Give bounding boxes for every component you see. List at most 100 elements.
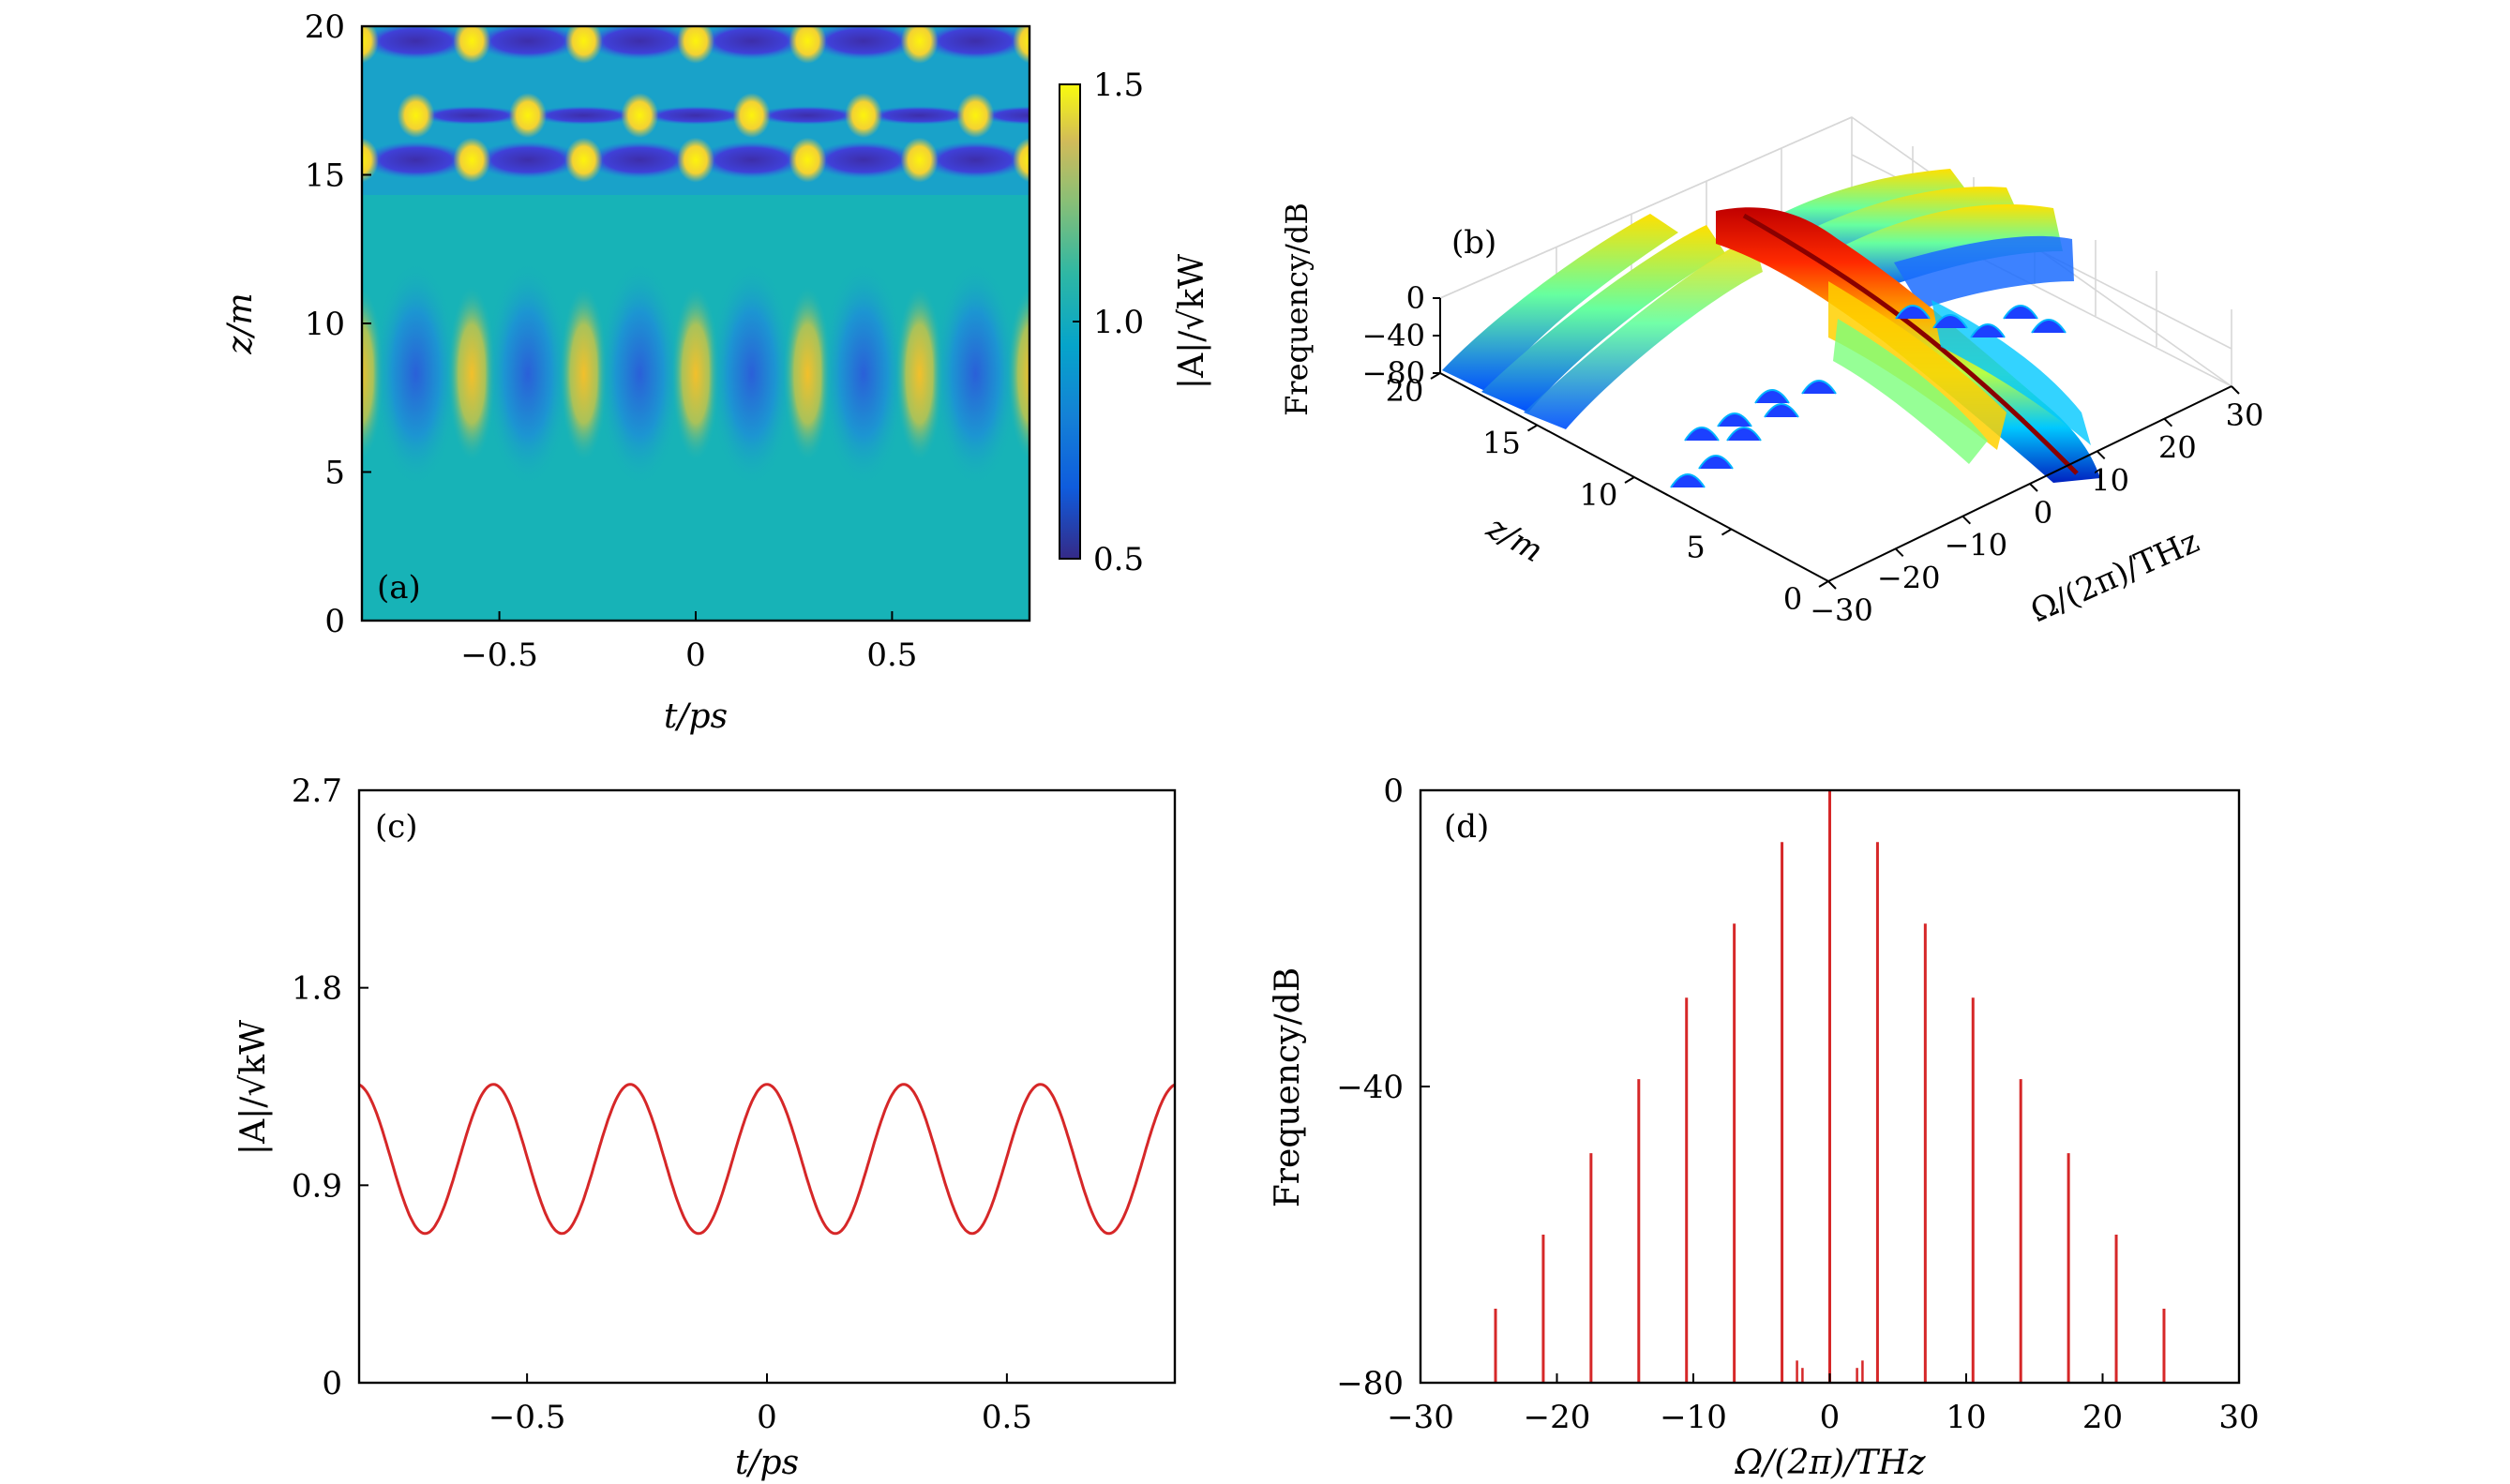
series-line-c — [359, 1083, 1175, 1236]
xlabel-d: Ω/(2π)/THz — [1734, 1444, 1926, 1482]
colorbar-tick-label: 0.5 — [1093, 541, 1144, 578]
z-tick-label-b: 10 — [1580, 477, 1618, 513]
ticks-d: −30 −20 −10 0 10 20 30 −80 −40 0 — [1336, 772, 2259, 1436]
heatmap-bright-breather — [564, 137, 603, 183]
omega-tick-label-b: −10 — [1945, 528, 2008, 563]
heatmap-dark-breather — [473, 141, 582, 179]
ridge-left-2 — [1481, 225, 1725, 412]
heatmap-bright-breather — [732, 93, 771, 139]
surface-spike — [1717, 412, 1752, 427]
omega-tick-mark-b — [2096, 450, 2106, 460]
heatmap-trough — [372, 261, 459, 487]
db-tick-label-b: 0 — [1406, 280, 1425, 316]
heatmap-dark-breather — [529, 106, 639, 126]
heatmap-trough — [820, 261, 908, 487]
heatmap-dark-breather — [809, 26, 919, 60]
heatmap-dark-breather — [641, 106, 750, 126]
heatmap-trough — [1045, 262, 1131, 487]
heatmap-dark-breather — [1033, 22, 1142, 60]
xtick-label-c: −0.5 — [488, 1399, 566, 1436]
xtick-label-c: 0 — [757, 1399, 777, 1436]
panel-label-a: (a) — [377, 569, 421, 607]
heatmap-bright-breather — [900, 26, 939, 64]
flank-1 — [1828, 281, 2006, 450]
heatmap-dark-breather — [1089, 106, 1197, 125]
z-tick-mark-b — [1721, 528, 1733, 536]
heatmap-bright-breather — [677, 137, 714, 183]
flank-2 — [1833, 319, 1988, 464]
surface-spike — [1754, 389, 1790, 404]
ytick-label-c: 0 — [322, 1365, 342, 1402]
heatmap-upper-blobs — [362, 22, 1197, 183]
panel-label-c: (c) — [375, 808, 418, 846]
ytick-label-a: 5 — [324, 455, 345, 492]
omega-tick-label-b: −20 — [1877, 560, 1941, 595]
omega-tick-mark-b — [1894, 547, 1904, 558]
heatmap-peak — [1007, 285, 1030, 463]
z-tick-mark-b — [1526, 424, 1539, 432]
panel-d: −30 −20 −10 0 10 20 30 −80 −40 0 (d) Ω/(2π)/THz F… — [1269, 772, 2260, 1482]
heatmap-bright-breather — [1013, 137, 1030, 183]
ridge-left-1 — [1442, 214, 1678, 394]
db-tick-label-b: −80 — [1361, 355, 1425, 391]
omega-tick-label-b: 20 — [2158, 430, 2197, 466]
heatmap-bright-breather — [564, 26, 603, 64]
ylabel-a: z/m — [221, 292, 260, 354]
omega-tick-label-b: 30 — [2226, 397, 2264, 433]
surface-spike — [1801, 380, 1837, 395]
heatmap-bright-breather — [1013, 26, 1030, 64]
heatmap-dark-breather — [473, 26, 582, 60]
box-left-top — [1439, 116, 1853, 299]
z-tick-mark-b — [1818, 580, 1829, 588]
xlabel-c: t/ps — [735, 1444, 799, 1482]
heatmap-bright-breather — [453, 26, 491, 64]
zlabel-b: Frequency/dB — [1279, 202, 1315, 416]
xtick-label-c: 0.5 — [982, 1399, 1032, 1436]
heatmap-blobs — [362, 261, 1131, 487]
surface-spike — [1684, 427, 1720, 442]
omega-tick-mark-b — [2029, 483, 2038, 492]
xtick-label-a: 0.5 — [866, 637, 917, 674]
heatmap-bright-breather — [789, 137, 827, 183]
heatmap-trough — [596, 261, 684, 487]
heatmap-dark-breather — [362, 26, 471, 60]
ticks-c: −0.5 0 0.5 0 0.9 1.8 2.7 — [292, 772, 1032, 1436]
heatmap-peak — [559, 284, 609, 463]
surface-spikes — [1670, 305, 2067, 488]
ridge-central-crest — [1742, 213, 2079, 475]
ticks-a: −0.5 0 0.5 0 5 10 15 20 — [305, 8, 918, 674]
surface-spike — [2003, 305, 2038, 320]
xlabel-b: z/m — [1480, 508, 1549, 570]
ytick-label-a: 0 — [324, 603, 345, 640]
heatmap-peak — [783, 284, 833, 463]
heatmap-bright-breather — [677, 26, 714, 64]
ytick-label-d: 0 — [1383, 772, 1404, 810]
heatmap-trough — [708, 261, 795, 487]
z-tick-mark-b — [1624, 476, 1635, 484]
heatmap-dark-breather — [921, 26, 1030, 60]
surface-spike — [2031, 319, 2067, 334]
xlabel-a: t/ps — [664, 697, 728, 736]
heatmap-dark-breather — [809, 141, 919, 179]
heatmap-dark-breather — [585, 26, 695, 60]
omega-tick-mark-b — [1961, 515, 1972, 525]
surface-spike — [1726, 427, 1762, 442]
panel-c: −0.5 0 0.5 0 0.9 1.8 2.7 (c) t/ps |A|/√kW — [234, 772, 1177, 1482]
omega-tick-mark-b — [1827, 580, 1837, 590]
heatmap-dark-breather — [921, 141, 1030, 179]
ytick-label-a: 15 — [305, 157, 345, 195]
heatmap-peak — [671, 284, 720, 463]
xtick-label-a: −0.5 — [460, 637, 538, 674]
colorbar-tick-label: 1.5 — [1093, 67, 1144, 104]
z-tick-label-b: 15 — [1482, 426, 1521, 461]
heatmap-bright-breather — [453, 137, 491, 183]
panel-label-d: (d) — [1444, 808, 1489, 846]
heatmap-trough — [484, 261, 571, 487]
heatmap-bright-breather — [621, 93, 659, 139]
colorbar-label: |A|/√kW — [1173, 254, 1211, 389]
spectral-lines — [1494, 790, 2166, 1383]
heatmap-dark-breather — [417, 106, 527, 126]
